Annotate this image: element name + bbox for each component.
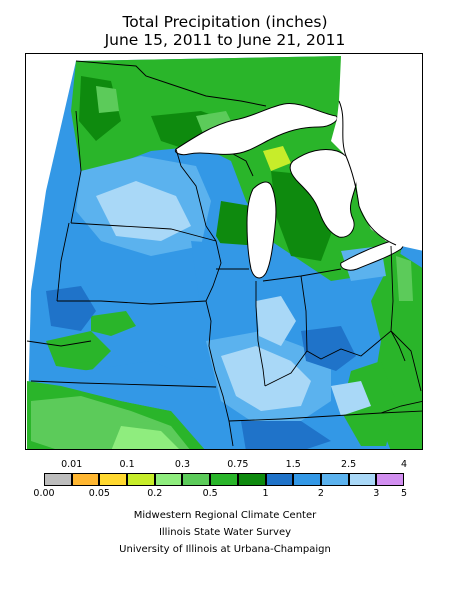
precip-area-lightgreen-1 [96, 86, 119, 113]
border-il-in [255, 281, 266, 387]
lake-erie [340, 239, 404, 271]
legend-tick-bottom: 1 [262, 488, 269, 499]
precip-area-lightgreen-3 [396, 256, 413, 301]
border-ia-west [56, 222, 70, 302]
border-mn-dakota [70, 110, 82, 224]
credit-mrcc: Midwestern Regional Climate Center [133, 510, 317, 521]
legend-tick-top: 4 [400, 459, 408, 470]
legend-tick-bottom: 5 [400, 488, 408, 499]
legend-swatch [44, 473, 72, 486]
precip-area-green-iowa [91, 311, 136, 336]
precip-area-blue-mo [81, 361, 211, 411]
lake-huron [289, 148, 358, 238]
border-ky-tn [228, 410, 422, 422]
legend-swatch [320, 473, 349, 486]
legend-tick-top: 2.5 [341, 459, 357, 470]
credit-uiuc: University of Illinois at Urbana-Champai… [119, 544, 331, 555]
precip-area-palegreen-southwest [111, 426, 179, 449]
border-mi-in-oh [262, 268, 342, 282]
border-mi-wi-up [232, 153, 254, 177]
map-date-range: June 15, 2011 to June 21, 2011 [104, 31, 346, 49]
precip-area-darkblue-oh [301, 326, 356, 371]
legend-swatch [348, 473, 377, 486]
legend-tick-top: 0.3 [174, 459, 191, 470]
legend-tick-top: 0.75 [227, 459, 249, 470]
canada-outline [338, 100, 397, 246]
precip-area-darkblue-ia [46, 286, 96, 331]
legend-swatch [182, 473, 211, 486]
precip-area-pale-il [221, 346, 311, 411]
precip-area-yellowgreen-up [263, 146, 291, 171]
border-ohio-river [264, 330, 392, 387]
color-legend: 0.01 0.1 0.3 0.75 1.5 2.5 4 0.00 0.05 0.2 0.5 1 2 3 5 [0, 455, 450, 500]
legend-tick-bottom: 3 [373, 488, 380, 499]
border-mississippi [205, 240, 234, 447]
legend-tick-bottom: 0.2 [147, 488, 163, 499]
legend-swatch [237, 473, 266, 486]
legend-swatch [210, 473, 238, 486]
legend-tick-top: 1.5 [285, 459, 301, 470]
border-in-oh [300, 275, 308, 352]
legend-tick-top: 0.1 [119, 459, 135, 470]
precip-area-green-mo [46, 331, 111, 371]
legend-swatch [293, 473, 321, 486]
border-west-ne [26, 340, 92, 347]
border-tn-va [380, 400, 422, 414]
legend-tick-bottom: 0.05 [88, 488, 110, 499]
precip-area-pale-in [256, 296, 296, 346]
legend-swatch [127, 473, 155, 486]
border-mn-ia [70, 222, 217, 242]
legend-tick-bottom: 0.00 [33, 488, 55, 499]
credit-isws: Illinois State Water Survey [158, 527, 292, 538]
canada-ontario [331, 56, 422, 251]
legend-tick-bottom: 0.5 [202, 488, 218, 499]
border-north [75, 60, 267, 107]
border-mo-ar [30, 380, 217, 388]
legend-swatch [99, 473, 128, 486]
border-wv [390, 330, 422, 392]
precip-area-darkblue-ky [241, 421, 331, 449]
legend-swatch [265, 473, 294, 486]
legend-tick-top: 0.01 [61, 459, 83, 470]
lake-michigan [246, 181, 277, 279]
legend-swatch [71, 473, 100, 486]
map-title: Total Precipitation (inches) [122, 13, 328, 31]
precipitation-map [25, 53, 423, 450]
legend-swatch [154, 473, 183, 486]
legend-swatch [376, 473, 404, 486]
precip-area-pale-ky [331, 381, 371, 416]
lake-superior [174, 103, 338, 156]
border-mn-wi [175, 148, 217, 242]
border-ia-mo [57, 300, 207, 305]
legend-tick-bottom: 2 [317, 488, 324, 499]
map-canvas [26, 56, 422, 449]
